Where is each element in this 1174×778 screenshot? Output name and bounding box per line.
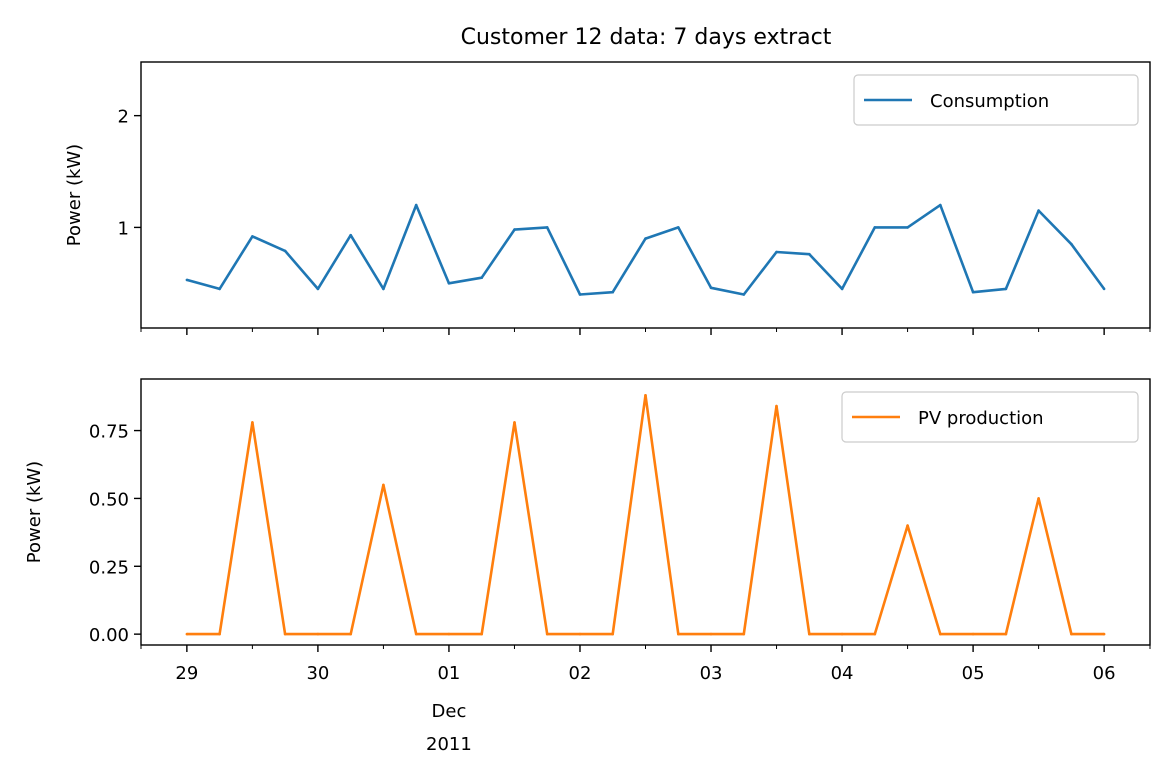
x-tick-label: 29: [175, 663, 198, 684]
y-tick-label: 0.50: [89, 489, 129, 510]
y-tick-label: 0.00: [89, 625, 129, 646]
data-point: [742, 632, 746, 636]
data-point: [1102, 632, 1106, 636]
data-point: [906, 226, 909, 229]
data-point: [775, 404, 778, 408]
legend-box: [841, 391, 1139, 443]
y-tick-label: 2: [118, 107, 129, 128]
data-point: [480, 632, 484, 636]
data-point: [611, 632, 614, 636]
data-point: [873, 226, 877, 229]
data-point: [644, 394, 647, 397]
data-point: [808, 252, 811, 256]
data-point: [906, 524, 909, 527]
data-point: [808, 632, 811, 636]
data-point: [382, 287, 385, 291]
data-point: [971, 290, 975, 294]
data-point: [447, 632, 451, 636]
legend-label: Consumption: [930, 91, 1049, 112]
data-point: [218, 287, 221, 291]
y-tick-label: 0.25: [89, 557, 129, 578]
data-point: [480, 276, 484, 280]
data-point: [709, 286, 713, 290]
y-axis-label: Power (kW): [64, 144, 85, 246]
data-point: [414, 203, 418, 207]
data-point: [316, 287, 320, 291]
y-axis-label: Power (kW): [24, 461, 45, 563]
data-point: [349, 233, 353, 237]
data-point: [840, 632, 844, 636]
series-line: [186, 203, 1106, 296]
data-point: [1037, 209, 1040, 212]
data-point: [513, 228, 516, 231]
data-point: [316, 632, 320, 636]
data-point: [939, 632, 942, 636]
data-point: [775, 250, 778, 254]
data-point: [1004, 632, 1008, 636]
chart-title: Customer 12 data: 7 days extract: [461, 25, 832, 50]
x-tick-label: 06: [1093, 663, 1116, 684]
data-point: [709, 632, 713, 636]
data-point: [349, 632, 353, 636]
data-point: [939, 203, 942, 207]
data-point: [545, 226, 549, 229]
data-point: [578, 632, 582, 636]
y-tick-label: 1: [118, 218, 129, 239]
pv-production-panel: 0.00 0.25 0.50 0.75 Power (kW) 29 30 01 Dec 2011 0…: [24, 378, 1151, 755]
data-point: [185, 632, 189, 636]
x-tick-label: 01: [437, 663, 460, 684]
x-tick-label: 02: [569, 663, 592, 684]
x-tick-label: 04: [831, 663, 854, 684]
data-point: [1037, 497, 1040, 500]
data-point: [677, 226, 680, 229]
data-point: [840, 287, 844, 291]
data-point: [1070, 242, 1073, 246]
data-point: [644, 237, 647, 240]
data-point: [1070, 632, 1073, 636]
data-point: [873, 632, 877, 636]
data-point: [513, 421, 516, 424]
data-point: [1102, 287, 1106, 291]
data-point: [382, 483, 385, 487]
data-point: [545, 632, 549, 636]
y-tick-label: 0.75: [89, 422, 129, 443]
x-tick-sublabel: 2011: [426, 734, 472, 755]
data-point: [971, 632, 975, 636]
data-point: [677, 632, 680, 636]
x-tick-label: 05: [962, 663, 985, 684]
x-tick-label: 30: [306, 663, 329, 684]
data-point: [251, 235, 254, 238]
data-point: [414, 632, 418, 636]
data-point: [742, 293, 746, 296]
consumption-panel: 1 2 Power (kW) Consumption: [64, 61, 1151, 335]
data-point: [251, 421, 254, 424]
data-point: [578, 293, 582, 296]
data-point: [611, 290, 614, 294]
data-point: [283, 632, 287, 636]
x-tick-sublabel: Dec: [432, 701, 467, 722]
data-point: [218, 632, 221, 636]
x-tick-label: 03: [700, 663, 723, 684]
data-point: [185, 278, 189, 282]
legend-label: PV production: [918, 408, 1044, 429]
data-point: [283, 249, 287, 253]
legend-box: [853, 74, 1139, 126]
data-point: [447, 282, 451, 285]
data-point: [1004, 287, 1008, 291]
